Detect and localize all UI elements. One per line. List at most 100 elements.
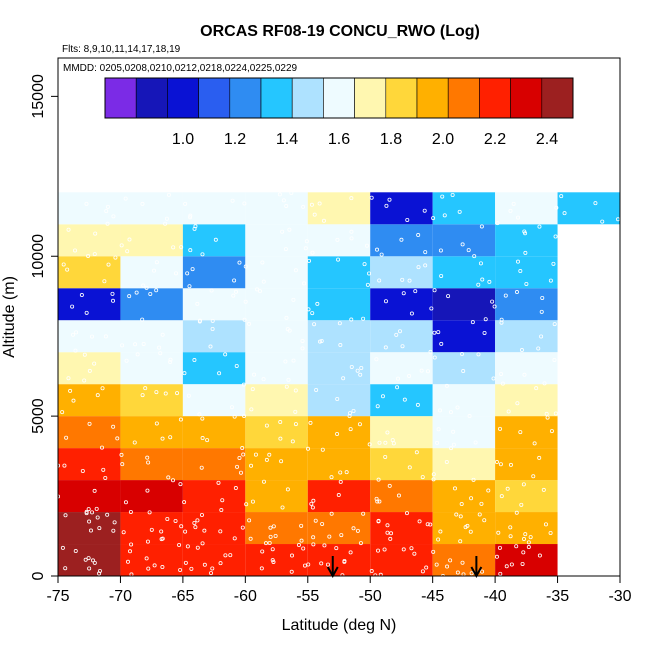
observation-point <box>438 408 443 413</box>
heatmap-cell <box>182 320 246 353</box>
x-tick-label: -30 <box>608 588 631 605</box>
observation-point <box>133 342 138 347</box>
observation-point <box>200 436 205 441</box>
observation-point <box>519 502 524 507</box>
observation-point <box>508 462 513 467</box>
observation-point <box>132 440 137 445</box>
observation-point <box>523 231 528 236</box>
heatmap-cell <box>370 256 433 289</box>
observation-point <box>312 212 317 217</box>
observation-point <box>97 526 102 531</box>
observation-point <box>301 204 306 209</box>
observation-point <box>562 211 567 216</box>
observation-point <box>359 365 364 370</box>
heatmap-cell <box>370 512 433 545</box>
heatmap-cells <box>58 192 620 576</box>
heatmap-cell <box>307 544 371 576</box>
observation-point <box>339 533 344 538</box>
observation-point <box>102 279 107 284</box>
observation-point <box>479 501 484 506</box>
observation-point <box>113 255 118 260</box>
observation-point <box>497 545 502 550</box>
observation-point <box>232 414 237 419</box>
x-tick-label: -55 <box>296 588 319 605</box>
observation-point <box>73 248 78 253</box>
observation-point <box>213 237 218 242</box>
observation-point <box>308 420 313 425</box>
observation-point <box>380 394 385 399</box>
observation-point <box>99 445 104 450</box>
colorbar-tick-label: 2.0 <box>432 131 454 148</box>
observation-point <box>338 470 343 475</box>
observation-point <box>537 553 542 558</box>
observation-point <box>552 357 557 362</box>
observation-point <box>438 248 443 253</box>
observation-point <box>220 498 225 503</box>
observation-point <box>491 376 496 381</box>
observation-point <box>349 365 354 370</box>
colorbar-swatch <box>447 77 480 119</box>
colorbar-swatch <box>135 77 168 119</box>
heatmap-cell <box>307 288 371 321</box>
observation-point <box>104 209 109 214</box>
heatmap-cell <box>120 320 183 353</box>
colorbar-tick-label: 1.2 <box>224 131 246 148</box>
observation-point <box>188 215 193 220</box>
heatmap-cell <box>58 416 121 449</box>
observation-point <box>413 289 418 294</box>
observation-point <box>416 233 421 238</box>
heatmap-cell <box>495 384 558 417</box>
observation-point <box>401 291 406 296</box>
observation-point <box>293 268 298 273</box>
observation-point <box>277 192 282 197</box>
observation-point <box>480 277 485 282</box>
observation-point <box>95 515 100 520</box>
observation-point <box>401 547 406 552</box>
observation-point <box>219 508 224 513</box>
observation-point <box>289 569 294 574</box>
observation-point <box>283 247 288 252</box>
observation-point <box>553 234 558 239</box>
observation-point <box>66 376 71 381</box>
observation-point <box>223 553 228 558</box>
colorbar-ticks: 1.0 1.2 1.4 1.6 1.8 2.0 2.2 2.4 <box>172 131 558 148</box>
observation-point <box>179 524 184 529</box>
observation-point <box>307 258 312 263</box>
observation-point <box>209 288 214 293</box>
observation-point <box>258 289 263 294</box>
observation-point <box>171 245 176 250</box>
observation-point <box>471 477 476 482</box>
observation-point <box>422 208 427 213</box>
observation-point <box>66 227 71 232</box>
observation-point <box>365 282 370 287</box>
observation-point <box>477 512 482 517</box>
observation-point <box>432 355 437 360</box>
observation-point <box>61 262 66 267</box>
observation-point <box>375 247 380 252</box>
observation-point <box>129 542 134 547</box>
heatmap-cell <box>245 480 308 513</box>
observation-point <box>416 265 421 270</box>
heatmap-cell <box>58 256 121 289</box>
x-tick-label: -40 <box>484 588 507 605</box>
observation-point <box>334 546 339 551</box>
observation-point <box>240 446 245 451</box>
colorbar-swatch <box>229 77 262 119</box>
observation-point <box>145 488 150 493</box>
observation-point <box>281 198 286 203</box>
observation-point <box>291 297 296 302</box>
observation-point <box>261 377 266 382</box>
observation-point <box>149 527 154 532</box>
observation-point <box>190 267 195 272</box>
observation-point <box>342 559 347 564</box>
observation-point <box>183 529 188 534</box>
observation-point <box>217 371 222 376</box>
observation-point <box>120 462 125 467</box>
flights-note: Flts: 8,9,10,11,14,17,18,19 <box>62 44 181 55</box>
observation-point <box>329 475 334 480</box>
observation-point <box>394 332 399 337</box>
plot-frame <box>57 57 621 577</box>
observation-point <box>205 438 210 443</box>
observation-point <box>428 522 433 527</box>
observation-point <box>407 465 412 470</box>
